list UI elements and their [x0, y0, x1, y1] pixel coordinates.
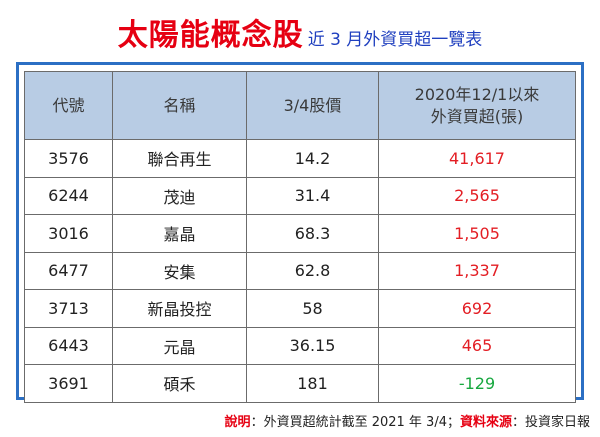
table-row: 3576 聯合再生 14.2 41,617 [24, 139, 576, 178]
cell-foreign-buy: 1,337 [378, 251, 576, 290]
cell-foreign-buy: 41,617 [378, 139, 576, 178]
cell-foreign-buy: 465 [378, 326, 576, 365]
cell-name: 碩禾 [112, 364, 247, 403]
cell-foreign-buy: 2,565 [378, 176, 576, 215]
title-subtitle: 近 3 月外資買超一覽表 [307, 30, 483, 50]
table-row: 3691 碩禾 181 -129 [24, 364, 576, 403]
header-price: 3/4股價 [246, 71, 379, 140]
cell-foreign-buy: 692 [378, 289, 576, 328]
page-title: 太陽能概念股近 3 月外資買超一覽表 [0, 10, 600, 54]
footnote-source-text: ：投資家日報 [511, 415, 590, 430]
footnote-note-label: 說明 [224, 415, 251, 430]
header-foreign-buy-line2: 外資買超(張) [430, 106, 524, 126]
cell-price: 58 [246, 289, 379, 328]
cell-code: 6244 [24, 176, 113, 215]
table-row: 6443 元晶 36.15 465 [24, 326, 576, 365]
cell-price: 68.3 [246, 214, 379, 253]
stock-table: 代號 名稱 3/4股價 2020年12/1以來 外資買超(張) 3576 聯合再… [24, 71, 576, 403]
header-foreign-buy-line1: 2020年12/1以來 [414, 84, 540, 104]
cell-code: 6477 [24, 251, 113, 290]
header-name: 名稱 [112, 71, 247, 140]
cell-name: 茂迪 [112, 176, 247, 215]
header-code: 代號 [24, 71, 113, 140]
table-frame: 代號 名稱 3/4股價 2020年12/1以來 外資買超(張) 3576 聯合再… [16, 62, 584, 403]
cell-name: 嘉晶 [112, 214, 247, 253]
cell-code: 6443 [24, 326, 113, 365]
title-main: 太陽能概念股 [117, 18, 304, 53]
table-row: 6477 安集 62.8 1,337 [24, 251, 576, 290]
cell-name: 安集 [112, 251, 247, 290]
table-row: 3713 新晶投控 58 692 [24, 289, 576, 328]
cell-code: 3691 [24, 364, 113, 403]
cell-foreign-buy: 1,505 [378, 214, 576, 253]
cell-price: 181 [246, 364, 379, 403]
footnote-note-text: ：外資買超統計截至 2021 年 3/4； [250, 415, 460, 430]
cell-price: 31.4 [246, 176, 379, 215]
cell-price: 36.15 [246, 326, 379, 365]
table-row: 3016 嘉晶 68.3 1,505 [24, 214, 576, 253]
cell-code: 3713 [24, 289, 113, 328]
cell-name: 新晶投控 [112, 289, 247, 328]
cell-code: 3016 [24, 214, 113, 253]
cell-foreign-buy: -129 [378, 364, 576, 403]
cell-code: 3576 [24, 139, 113, 178]
cell-price: 62.8 [246, 251, 379, 290]
cell-name: 聯合再生 [112, 139, 247, 178]
table-header-row: 代號 名稱 3/4股價 2020年12/1以來 外資買超(張) [24, 71, 576, 140]
footnote: 說明：外資買超統計截至 2021 年 3/4；資料來源：投資家日報 [225, 411, 590, 430]
footnote-source-label: 資料來源 [459, 415, 512, 430]
cell-price: 14.2 [246, 139, 379, 178]
cell-name: 元晶 [112, 326, 247, 365]
header-foreign-buy: 2020年12/1以來 外資買超(張) [378, 71, 576, 140]
table-row: 6244 茂迪 31.4 2,565 [24, 176, 576, 215]
